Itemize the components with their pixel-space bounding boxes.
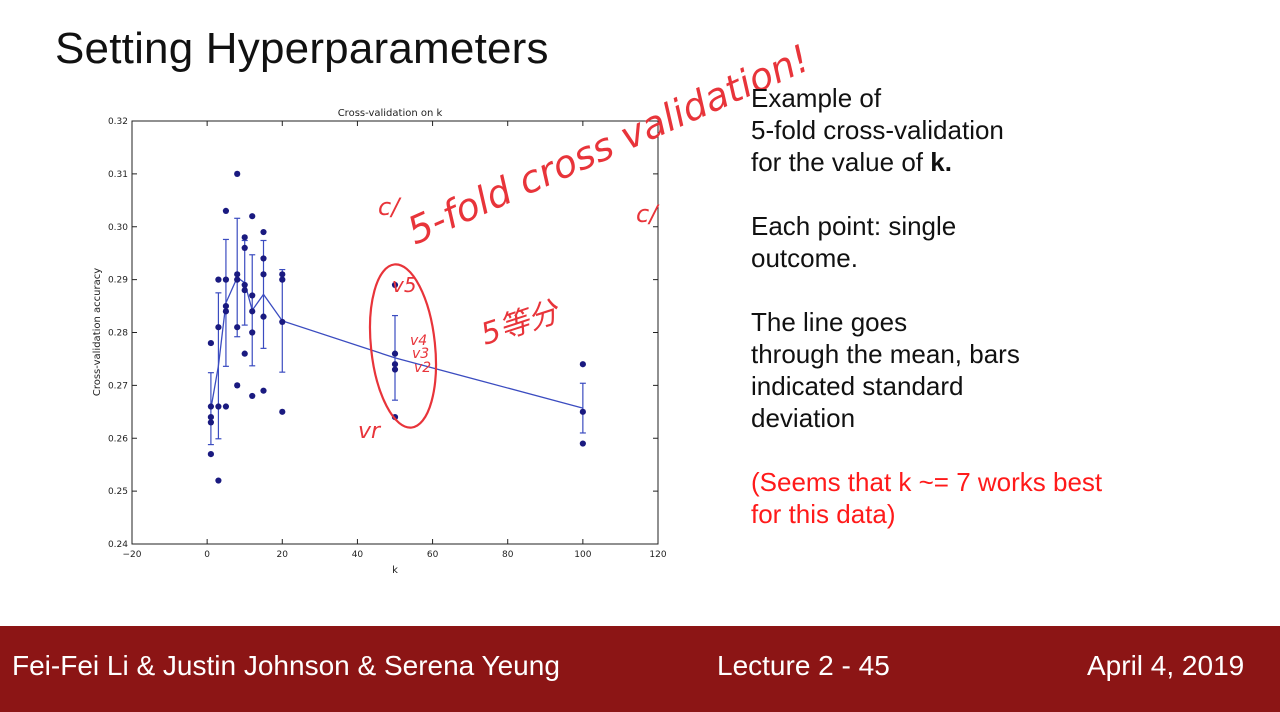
cross-validation-chart: Cross-validation on k −20 0 20 40 60 80 100 120… [92,108,667,576]
data-point [241,281,248,289]
data-point [234,276,241,283]
data-point [391,361,399,368]
notes-k-bold: k. [930,147,952,177]
mean-line [210,276,584,409]
data-point [260,255,267,262]
data-point [279,318,286,326]
data-point [222,276,230,283]
data-point [241,287,248,294]
data-point [215,403,222,410]
notes-conclusion: (Seems that k ~= 7 works best [751,467,1103,497]
data-point [260,387,267,394]
notes-line: indicated standard [751,371,964,401]
data-point [260,313,267,320]
data-point [222,302,230,310]
y-tick-label: 0.27 [108,381,128,391]
notes-conclusion: for this data) [751,499,896,529]
y-tick-label: 0.31 [108,170,128,180]
y-tick-label: 0.28 [108,329,128,339]
footer-lecture: Lecture 2 - 45 [717,650,890,681]
x-tick-label: −20 [123,550,142,560]
data-point [260,271,267,278]
y-tick-label: 0.24 [108,540,128,550]
data-point [391,366,399,373]
data-point [391,414,399,421]
x-axis-label: k [392,565,398,576]
y-axis-ticks: 0.24 0.25 0.26 0.27 0.28 0.29 0.30 0.31 0.32 [108,117,658,550]
data-point [215,477,222,484]
data-point [279,271,286,278]
data-point [391,350,399,357]
data-point [249,329,256,336]
notes-line: outcome. [751,243,858,273]
data-point [249,292,256,299]
data-point [222,207,230,214]
data-point [207,451,214,458]
data-point [234,170,241,177]
x-tick-label: 60 [427,550,439,560]
notes-line-text: for the value of [751,147,931,177]
data-point [222,308,230,315]
notes-line: The line goes [751,307,908,337]
data-point [207,403,214,410]
data-point [579,408,586,415]
notes-line: 5-fold cross-validation [751,115,1004,145]
x-tick-label: 40 [352,550,364,560]
footer-authors: Fei-Fei Li & Justin Johnson & Serena Yeu… [12,650,560,681]
error-bars [207,217,586,446]
data-point [215,324,222,331]
data-point [579,440,586,447]
y-tick-label: 0.30 [108,223,128,233]
notes-line: Example of [751,83,882,113]
data-point [241,234,248,241]
slide-notes: Example of 5-fold cross-validation for t… [751,82,1211,530]
footer-bar: Fei-Fei Li & Justin Johnson & Serena Yeu… [0,626,1280,712]
data-point [279,276,286,283]
data-point [241,350,248,357]
data-point [260,228,267,236]
data-point [249,308,256,315]
footer-date: April 4, 2019 [1087,650,1245,681]
data-point [249,392,256,400]
x-tick-label: 80 [502,550,514,560]
y-tick-label: 0.29 [108,276,128,286]
data-point [391,281,399,289]
notes-line: deviation [751,403,856,433]
x-tick-label: 120 [649,550,666,560]
notes-line: for the value of k. [751,146,1211,178]
y-tick-label: 0.32 [108,117,128,127]
data-point [234,382,241,389]
notes-line: through the mean, bars [751,339,1020,369]
data-point [234,324,241,331]
data-point [279,408,286,415]
data-point [241,244,248,251]
x-tick-label: 20 [277,550,289,560]
x-tick-label: 0 [204,550,210,560]
y-axis-label: Cross-validation accuracy [92,268,103,396]
data-point [249,213,256,220]
y-tick-label: 0.25 [108,487,128,497]
y-tick-label: 0.26 [108,434,128,444]
x-axis-ticks: −20 0 20 40 60 80 100 120 [123,121,667,560]
data-point [207,414,214,421]
page-title: Setting Hyperparameters [55,24,549,73]
chart-title: Cross-validation on k [338,108,443,119]
data-points [207,170,586,484]
data-point [207,419,214,426]
data-point [215,276,222,283]
data-point [222,403,230,410]
x-tick-label: 100 [574,550,591,560]
data-point [207,339,214,347]
data-point [579,361,586,368]
notes-line: Each point: single [751,211,957,241]
data-point [234,271,241,278]
